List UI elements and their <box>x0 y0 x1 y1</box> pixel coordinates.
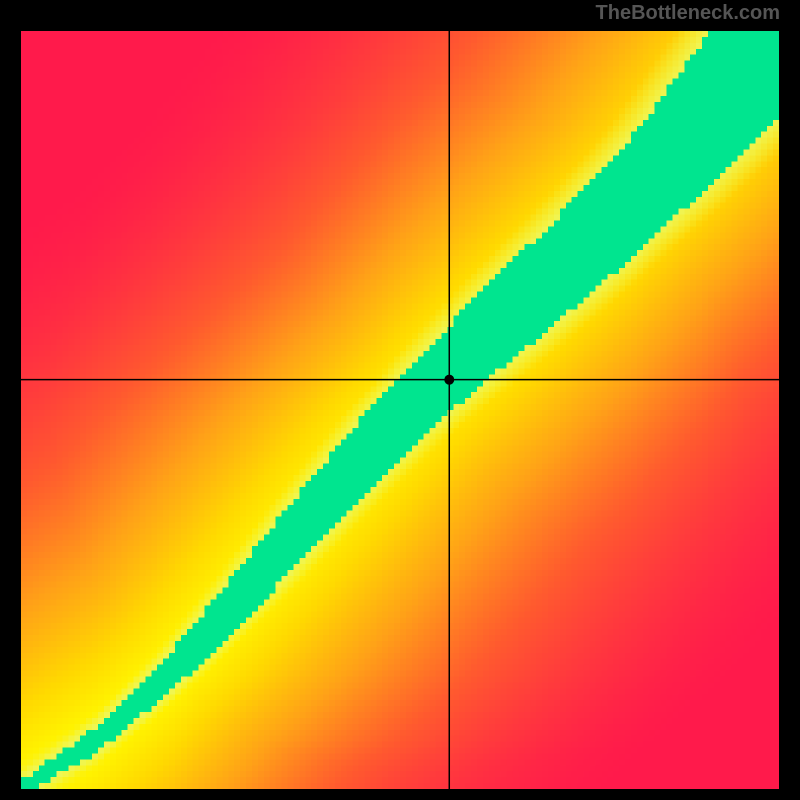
plot-area <box>21 31 779 789</box>
figure: { "watermark": { "text": "TheBottleneck.… <box>0 0 800 800</box>
watermark-text: TheBottleneck.com <box>596 2 780 25</box>
bottleneck-heatmap <box>21 31 779 789</box>
